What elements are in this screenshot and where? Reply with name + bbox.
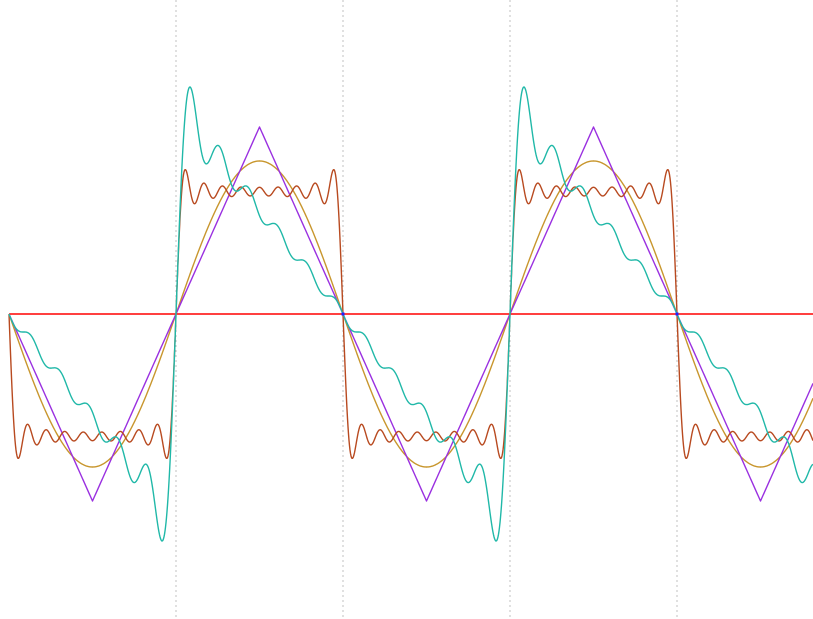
axis-tick-dots (341, 312, 679, 316)
series-sawtooth-line (8, 86, 813, 542)
vertical-grid-lines (175, 0, 678, 619)
series-square-line (8, 168, 813, 460)
series-group (8, 86, 813, 542)
axis-tick-dot-0 (341, 312, 345, 316)
axis-tick-dot-1 (675, 312, 679, 316)
